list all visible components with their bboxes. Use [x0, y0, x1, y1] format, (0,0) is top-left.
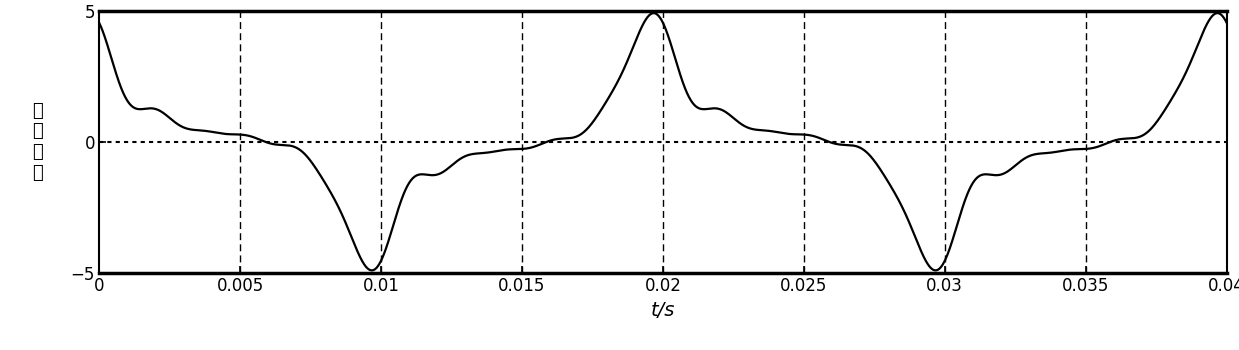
Y-axis label: 原
始
信
号: 原 始 信 号: [32, 102, 43, 182]
X-axis label: t/s: t/s: [650, 301, 675, 320]
